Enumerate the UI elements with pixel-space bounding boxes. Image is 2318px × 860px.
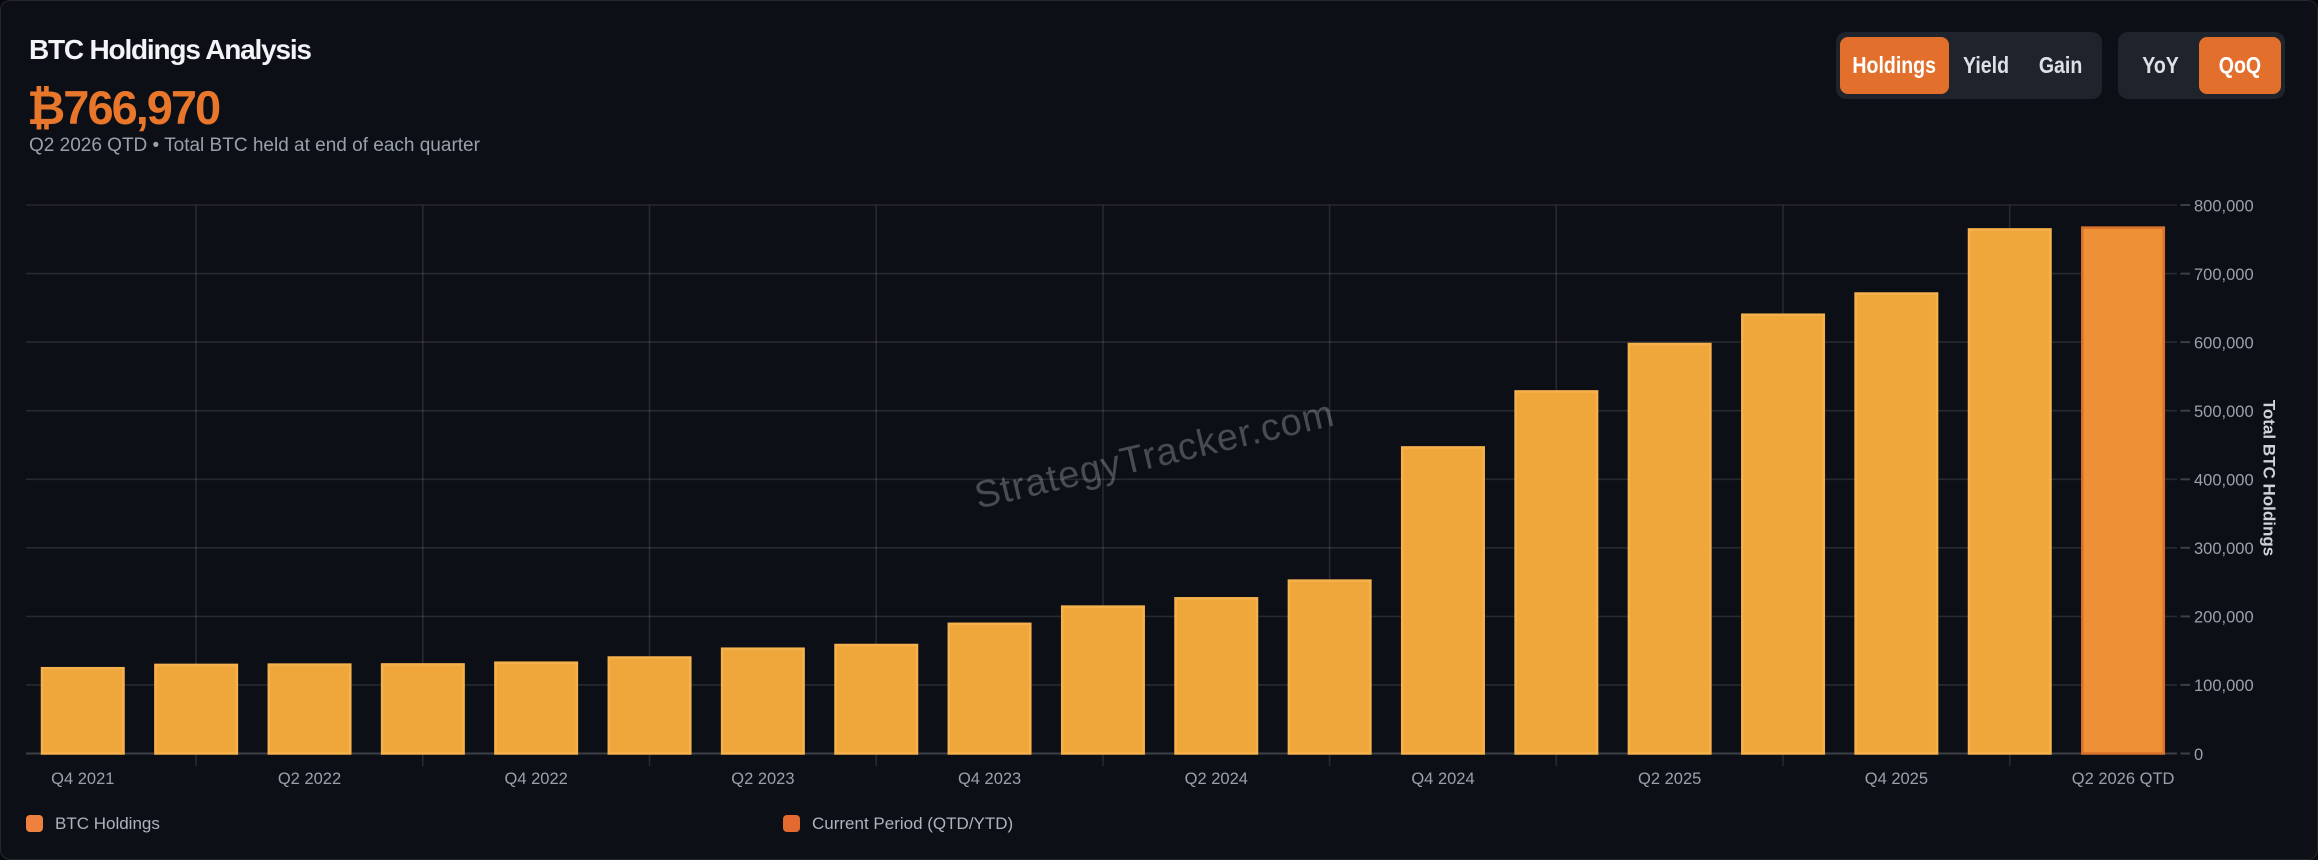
svg-text:400,000: 400,000 [2194,472,2254,490]
svg-text:100,000: 100,000 [2194,677,2254,695]
svg-text:600,000: 600,000 [2194,334,2254,352]
svg-text:500,000: 500,000 [2194,403,2254,421]
svg-text:Q2 2023: Q2 2023 [731,770,794,788]
svg-text:Q4 2025: Q4 2025 [1865,770,1928,788]
svg-text:800,000: 800,000 [2194,197,2254,215]
svg-text:Q4 2023: Q4 2023 [958,770,1021,788]
svg-text:Q4 2022: Q4 2022 [505,770,568,788]
svg-text:Total BTC Holdings: Total BTC Holdings [2260,400,2279,556]
svg-text:200,000: 200,000 [2194,609,2254,627]
svg-text:700,000: 700,000 [2194,266,2254,284]
svg-text:Q2 2025: Q2 2025 [1638,770,1701,788]
svg-text:Q2 2024: Q2 2024 [1185,770,1248,788]
svg-text:Q4 2021: Q4 2021 [51,770,114,788]
svg-text:Q4 2024: Q4 2024 [1411,770,1474,788]
svg-text:0: 0 [2194,746,2203,764]
svg-text:Q2 2026 QTD: Q2 2026 QTD [2072,770,2175,788]
svg-text:300,000: 300,000 [2194,540,2254,558]
svg-text:Q2 2022: Q2 2022 [278,770,341,788]
